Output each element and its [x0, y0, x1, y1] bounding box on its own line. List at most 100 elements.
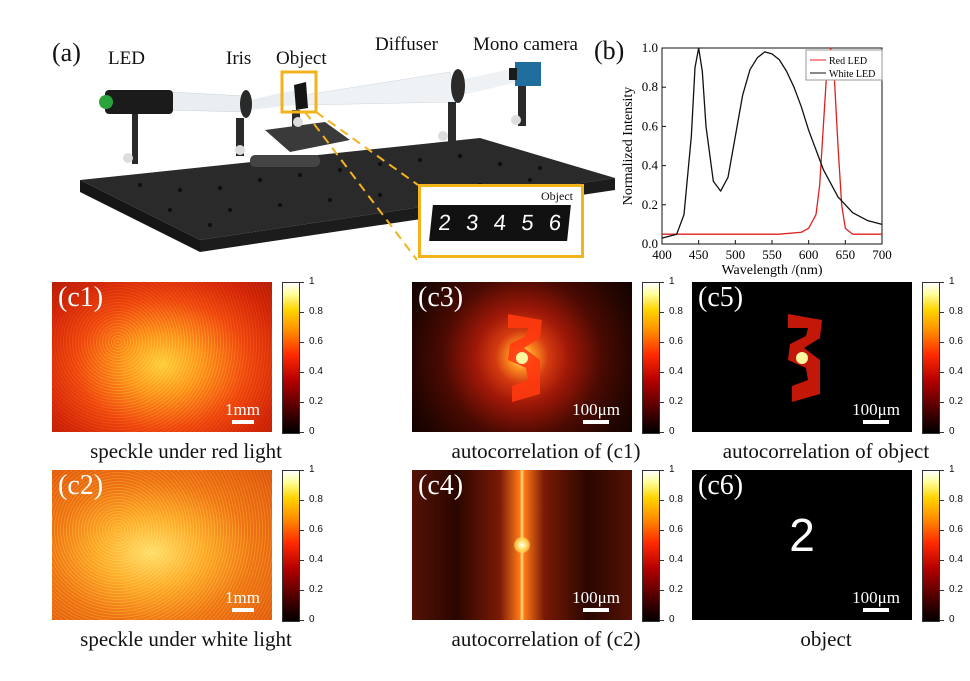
diffuser-post — [448, 102, 456, 142]
central-peak — [796, 352, 808, 364]
legend-box — [805, 49, 883, 81]
y-tick-label: 0.8 — [642, 79, 658, 94]
light-beam-1 — [169, 91, 246, 113]
breadboard-top — [80, 138, 615, 240]
speckle-texture — [52, 282, 272, 432]
object-digit: 6 — [547, 210, 563, 235]
colorbar-tick-label: 0.8 — [940, 306, 963, 317]
led-housing — [105, 90, 173, 114]
scale-bar-line — [583, 608, 610, 612]
diffuser-label: Diffuser — [375, 34, 438, 55]
scale-bar: 100μm — [572, 401, 620, 424]
panel-tag: (c2) — [58, 470, 104, 501]
breadboard-holes — [138, 154, 542, 227]
scale-bar-line — [583, 420, 610, 424]
camera-body — [515, 62, 541, 86]
legend-label: White LED — [829, 69, 875, 80]
colorbar-tick-label: 0.2 — [660, 584, 683, 595]
panel-caption: autocorrelation of (c1) — [451, 439, 641, 463]
scale-bar-line — [863, 608, 890, 612]
panel-caption: speckle under red light — [90, 439, 282, 463]
x-tick-label: 500 — [726, 247, 746, 262]
panel-tag: (c4) — [418, 470, 464, 501]
scale-bar-line — [231, 608, 254, 612]
y-axis-label: Normalized Intensity — [621, 87, 636, 206]
scale-bar-label: 100μm — [572, 588, 620, 607]
object-label: Object — [276, 48, 327, 69]
y-tick-label: 1.0 — [642, 40, 658, 55]
object-holder — [294, 82, 308, 110]
colorbar-tick-label: 0.4 — [940, 554, 963, 565]
colorbar-tick-label: 0.2 — [940, 396, 963, 407]
colorbar-tick-label: 1 — [940, 276, 955, 287]
series-line-white-led — [661, 47, 883, 239]
speckle-texture — [52, 470, 272, 620]
colorbar-tick-label: 0.6 — [660, 336, 683, 347]
led-post — [132, 114, 138, 164]
camera-post — [518, 86, 526, 126]
x-tick-label: 650 — [836, 247, 856, 262]
spectrum-chart: 400 450 500 550 600 650 7000.00.20.40.60.81.0 … — [621, 40, 892, 278]
diffuser-mount — [451, 69, 465, 103]
zoom-line-2 — [304, 111, 418, 261]
colorbar-tick-label: 0 — [660, 426, 675, 437]
scale-bar: 100μm — [852, 589, 900, 612]
object-digit: 4 — [492, 210, 508, 235]
legend-label: Red LED — [829, 56, 867, 67]
led-knob — [123, 153, 133, 163]
colorbar-tick-label: 0 — [940, 426, 955, 437]
colorbar-tick-label: 0.8 — [660, 306, 683, 317]
autocorrelation-shape — [508, 314, 542, 402]
scale-bar-label: 1mm — [225, 400, 260, 419]
colorbar-tick-label: 0.6 — [300, 336, 323, 347]
panel-b-tag: (b) — [594, 36, 625, 65]
autocorrelation-shape — [788, 314, 822, 402]
light-beam-3 — [304, 71, 456, 106]
micrometer — [250, 155, 320, 167]
panel-caption: autocorrelation of object — [722, 439, 930, 463]
central-peak — [514, 537, 530, 553]
led-label: LED — [108, 48, 145, 69]
camera-lens — [509, 68, 517, 80]
diffuser-knob — [438, 131, 448, 141]
panel-caption: autocorrelation of (c2) — [451, 627, 641, 651]
camera-label: Mono camera — [473, 34, 578, 55]
colorbar-tick-label: 1 — [660, 276, 675, 287]
colorbar-tick-label: 0.4 — [300, 366, 323, 377]
scale-bar-label: 100μm — [852, 588, 900, 607]
colorbar-tick-label: 0.4 — [660, 366, 683, 377]
panel-tag: (c5) — [698, 282, 744, 313]
colorbar-tick-label: 1 — [940, 464, 955, 475]
colorbar-tick-label: 0.8 — [940, 494, 963, 505]
x-tick-label: 700 — [872, 247, 892, 262]
colorbar-tick-label: 0.8 — [660, 494, 683, 505]
colorbar-tick-label: 0.6 — [940, 524, 963, 535]
panel-image: (c2) 1mm — [52, 470, 272, 620]
scale-bar-label: 1mm — [225, 588, 260, 607]
colorbar — [282, 470, 300, 622]
stage-knob — [293, 117, 303, 127]
scale-bar-label: 100μm — [572, 400, 620, 419]
colorbar — [282, 282, 300, 434]
x-tick-label: 600 — [799, 247, 819, 262]
chart-legend: Red LED White LED — [805, 49, 883, 81]
colorbar-tick-label: 0 — [660, 614, 675, 625]
colorbar-tick-label: 1 — [300, 464, 315, 475]
scale-bar: 100μm — [852, 401, 900, 424]
y-tick-label: 0.6 — [642, 118, 659, 133]
y-tick-label: 0.0 — [642, 236, 658, 251]
iris-label: Iris — [226, 48, 252, 69]
object-digit: 2 — [789, 509, 815, 561]
scale-bar-line — [863, 420, 890, 424]
panel-image: 2 (c6) 100μm — [692, 470, 912, 620]
scale-bar: 1mm — [225, 589, 260, 612]
object-digit: 5 — [520, 210, 536, 235]
translation-stage — [265, 122, 350, 152]
iris-mount — [240, 90, 252, 118]
colorbar-tick-label: 0.2 — [940, 584, 963, 595]
scale-bar-line — [231, 420, 254, 424]
panel-tag: (c1) — [58, 282, 104, 313]
panel-tag: (c3) — [418, 282, 464, 313]
colorbar — [642, 282, 660, 434]
panel-image: (c5) 100μm — [692, 282, 912, 432]
